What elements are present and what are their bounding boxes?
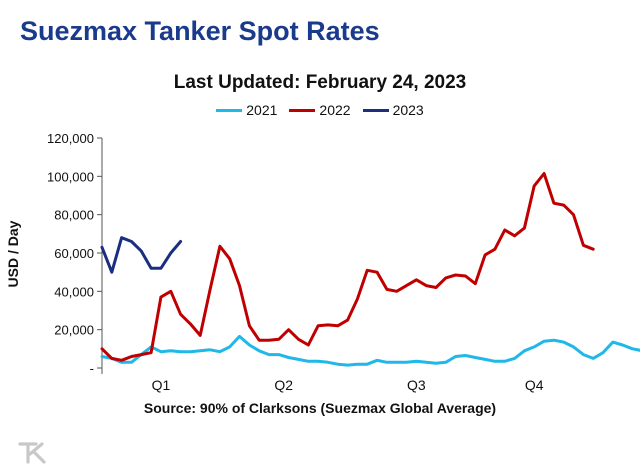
legend-label-2023: 2023 (392, 102, 424, 118)
x-tick-label: Q2 (274, 377, 293, 393)
legend-label-2021: 2021 (246, 102, 278, 118)
x-tick-label: Q3 (407, 377, 426, 393)
x-tick-label: Q4 (525, 377, 544, 393)
legend-swatch-2021 (216, 108, 243, 112)
legend-label-2022: 2022 (319, 102, 351, 118)
y-tick-label: 60,000 (54, 246, 94, 261)
legend-swatch-2022 (289, 108, 316, 112)
slide-title: Suezmax Tanker Spot Rates (20, 16, 380, 46)
y-tick-label: 100,000 (47, 169, 94, 184)
chart-source: Source: 90% of Clarksons (Suezmax Global… (143, 400, 497, 416)
legend-swatch-2023 (362, 108, 389, 112)
y-tick-label: 120,000 (47, 131, 94, 146)
x-tick-label: Q1 (152, 377, 171, 393)
chart-legend: 2021 2022 2023 (0, 102, 640, 118)
legend-item-2022: 2022 (289, 102, 351, 118)
y-tick-label: 80,000 (54, 208, 94, 223)
series-line-2022 (100, 172, 595, 362)
legend-item-2023: 2023 (362, 102, 424, 118)
y-tick-label: 40,000 (54, 284, 94, 299)
legend-item-2021: 2021 (216, 102, 277, 118)
series-line-2023 (100, 236, 183, 274)
chart-title: Last Updated: February 24, 2023 (173, 72, 467, 93)
series-line-2021 (100, 334, 640, 367)
company-logo-icon (18, 442, 46, 464)
y-tick-label: - (90, 361, 94, 376)
y-tick-label: 20,000 (54, 323, 94, 338)
